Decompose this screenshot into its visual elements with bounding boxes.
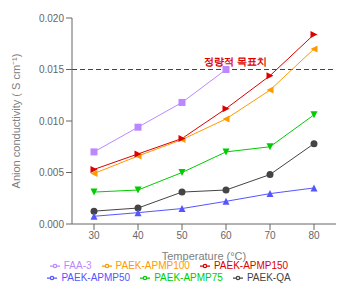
svg-text:60: 60	[220, 230, 232, 241]
svg-text:0.015: 0.015	[39, 64, 64, 75]
svg-text:70: 70	[264, 230, 276, 241]
svg-text:Temperature (°C): Temperature (°C)	[162, 250, 246, 262]
svg-text:80: 80	[308, 230, 320, 241]
svg-text:정량적 목표치: 정량적 목표치	[204, 56, 267, 67]
svg-text:50: 50	[176, 230, 188, 241]
svg-text:0.000: 0.000	[39, 219, 64, 230]
html-text:PAEK-APMP75: PAEK-APMP75	[154, 272, 223, 283]
svg-text:Anion conductivity ( S cm⁻¹): Anion conductivity ( S cm⁻¹)	[10, 54, 22, 189]
svg-text:0.020: 0.020	[39, 13, 64, 24]
svg-text:0.010: 0.010	[39, 116, 64, 127]
svg-text:40: 40	[132, 230, 144, 241]
html-text:PAEK-APMP50: PAEK-APMP50	[61, 272, 131, 283]
html-text:PAEK-APMP150: PAEK-APMP150	[213, 260, 289, 271]
html-text:FAA-3: FAA-3	[63, 260, 92, 271]
html-text:PAEK-QA: PAEK-QA	[246, 272, 291, 283]
svg-text:0.005: 0.005	[39, 167, 64, 178]
svg-text:30: 30	[88, 230, 100, 241]
html-text:PAEK-APMP100: PAEK-APMP100	[115, 260, 190, 271]
